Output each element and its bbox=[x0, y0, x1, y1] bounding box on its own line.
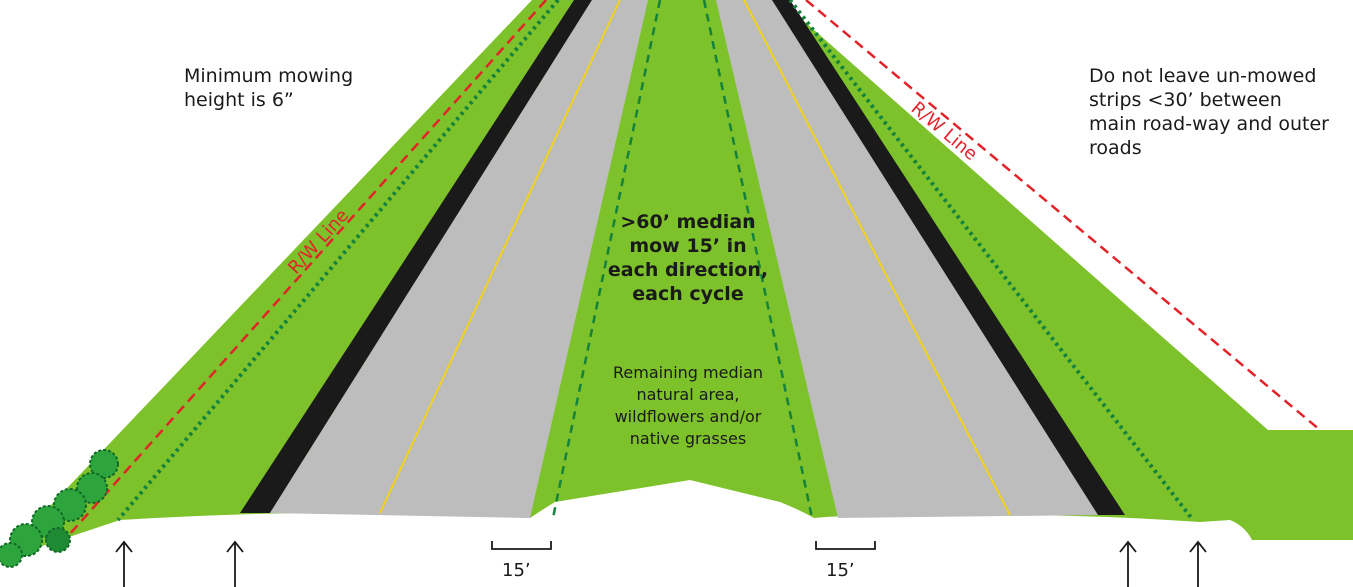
median-mow-rule: >60’ median mow 15’ in each direction, e… bbox=[578, 210, 798, 306]
arrow-left-rw bbox=[115, 540, 133, 587]
ground-cutaway bbox=[0, 480, 1353, 587]
remaining-line-4: native grasses bbox=[629, 429, 747, 448]
median-mow-line-left bbox=[551, 0, 662, 519]
right-shoulder bbox=[772, 0, 1125, 515]
median-rule-line-3: each direction, bbox=[607, 259, 769, 281]
rw-line-left bbox=[59, 0, 547, 546]
outer-mow-line-right bbox=[788, 0, 1195, 522]
remaining-line-2: natural area, bbox=[636, 385, 740, 404]
arrow-right-rw bbox=[1189, 540, 1207, 587]
arrow-right-pavement bbox=[1119, 540, 1137, 587]
median-rule-line-4: each cycle bbox=[632, 283, 744, 305]
outer-mow-line-left bbox=[116, 0, 560, 522]
arrow-left-pavement bbox=[226, 540, 244, 587]
remaining-line-1: Remaining median bbox=[612, 363, 764, 382]
left-pavement bbox=[270, 0, 648, 518]
left-shoulder bbox=[240, 0, 592, 513]
dim-label-right: 15’ bbox=[826, 560, 855, 581]
median-rule-line-2: mow 15’ in bbox=[629, 235, 747, 257]
note-min-mowing-height: Minimum mowing height is 6” bbox=[184, 65, 354, 111]
median-mow-line-right bbox=[702, 0, 814, 519]
note-unmowed-strips: Do not leave un-mowed strips <30’ betwee… bbox=[1089, 65, 1329, 159]
dim-label-left: 15’ bbox=[502, 560, 531, 581]
remaining-median-note: Remaining median natural area, wildflowe… bbox=[568, 362, 808, 450]
remaining-line-3: wildflowers and/or bbox=[614, 407, 762, 426]
shrub-cluster bbox=[0, 449, 119, 568]
dim-bracket-left bbox=[491, 541, 552, 550]
left-lane-line bbox=[379, 0, 621, 514]
median-rule-line-1: >60’ median bbox=[620, 211, 756, 233]
right-lane-line bbox=[743, 0, 1011, 516]
dim-bracket-right bbox=[815, 541, 876, 550]
